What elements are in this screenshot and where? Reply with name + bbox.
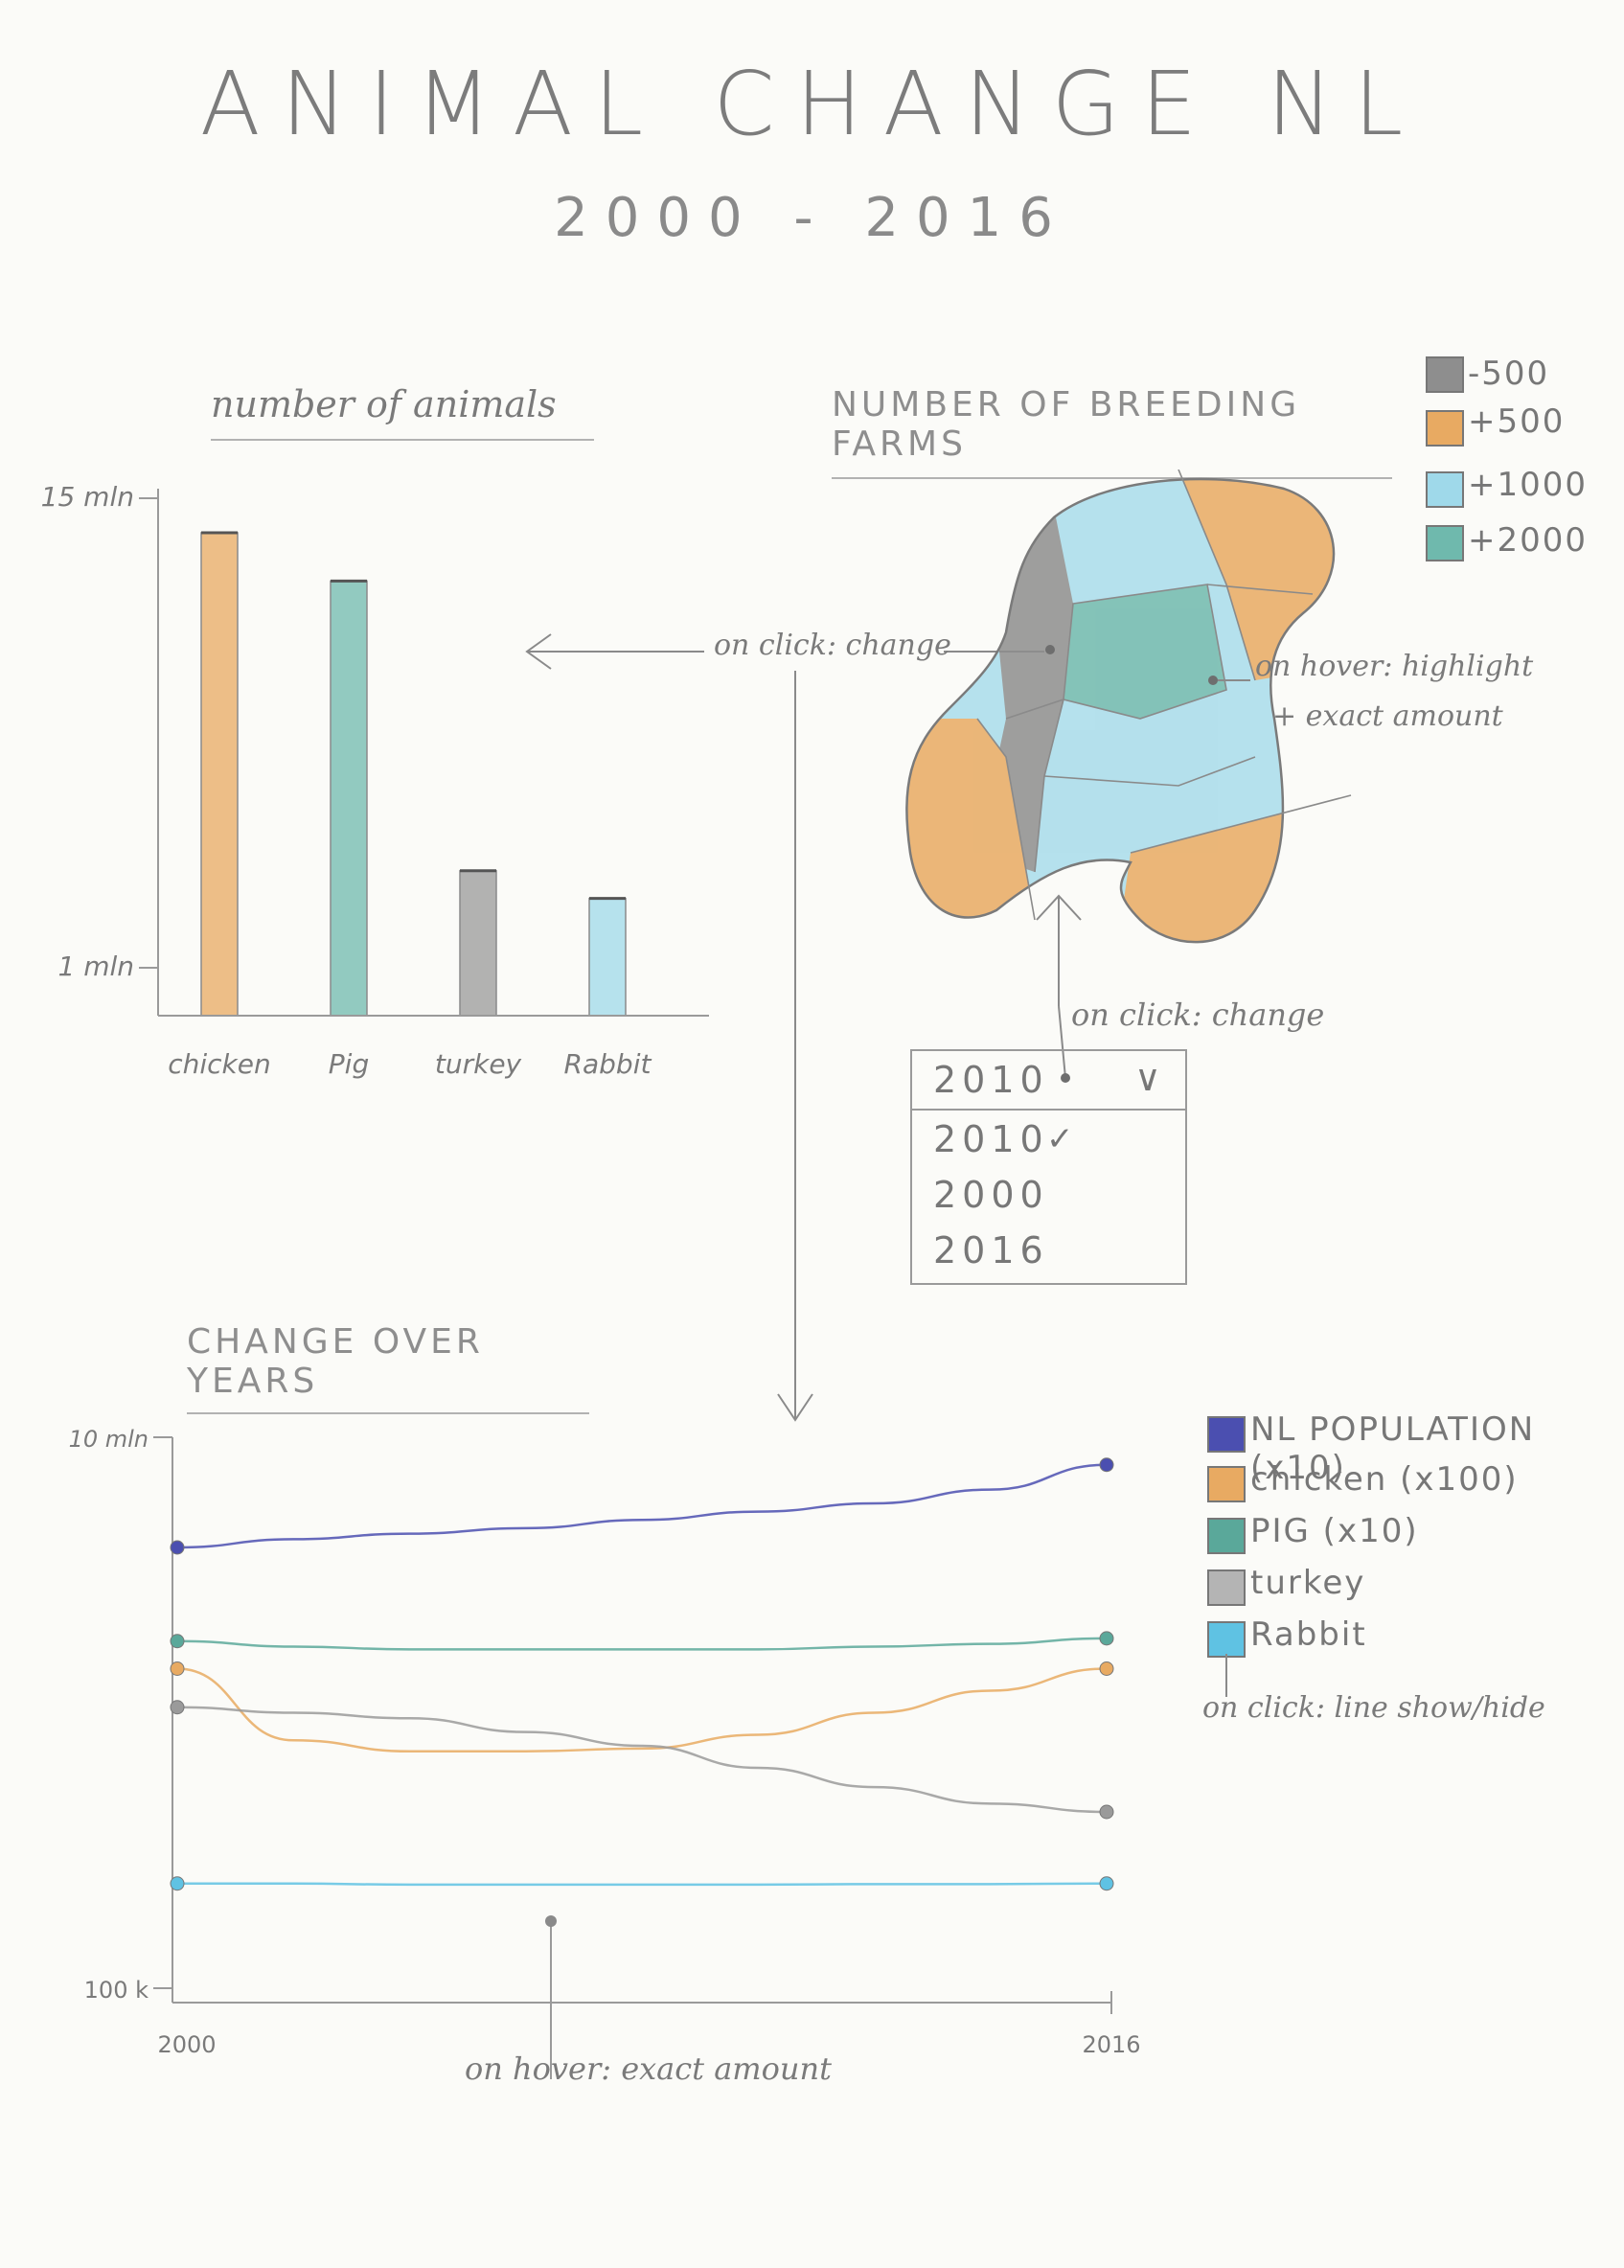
bar-chart: 15 mln 1 mln chicken Pig turkey Rabbit bbox=[41, 481, 709, 1080]
line-legend-label-2[interactable]: PIG (x10) bbox=[1250, 1512, 1419, 1550]
map-legend-label-1: +500 bbox=[1468, 402, 1566, 441]
bar-chicken[interactable] bbox=[200, 532, 239, 1017]
map-region-south-west bbox=[906, 719, 1035, 920]
line-series-0[interactable] bbox=[176, 1463, 1108, 1549]
map-legend-swatch-1[interactable] bbox=[1426, 410, 1464, 447]
page-title: ANIMAL CHANGE NL bbox=[199, 53, 1425, 155]
legend-click-annotation: on click: line show/hide bbox=[1202, 1691, 1545, 1725]
line-series-1[interactable] bbox=[176, 1637, 1108, 1651]
line-point-2-8[interactable] bbox=[1099, 1661, 1114, 1676]
check-icon: ✓ bbox=[1046, 1120, 1074, 1158]
legend-click-connector bbox=[1225, 1654, 1227, 1697]
line-hover-annotation: on hover: exact amount bbox=[465, 2050, 832, 2087]
map-legend-label-2: +1000 bbox=[1468, 466, 1589, 504]
bar-x-label-pig: Pig bbox=[329, 1048, 369, 1080]
page-subtitle: 2000 - 2016 bbox=[554, 187, 1070, 249]
line-legend-swatch-2[interactable] bbox=[1207, 1518, 1246, 1554]
map-legend-swatch-3[interactable] bbox=[1426, 525, 1464, 561]
line-point-1-8[interactable] bbox=[1099, 1631, 1114, 1646]
netherlands-map[interactable] bbox=[891, 470, 1370, 987]
line-point-1-0[interactable] bbox=[170, 1634, 185, 1649]
line-legend-swatch-0[interactable] bbox=[1207, 1416, 1246, 1453]
line-y-tick-top: 10 mln bbox=[69, 1426, 149, 1453]
bar-arrow bbox=[525, 633, 1044, 1422]
line-point-4-0[interactable] bbox=[170, 1876, 185, 1891]
chevron-down-icon: ∨ bbox=[1134, 1057, 1161, 1099]
line-x-tick-end: 2016 bbox=[1082, 2031, 1140, 2058]
dropdown-arrow bbox=[1036, 894, 1082, 1083]
bar-y-tick-bottom: 1 mln bbox=[57, 951, 134, 982]
map-legend-label-3: +2000 bbox=[1468, 521, 1589, 560]
bar-x-label-rabbit: Rabbit bbox=[564, 1048, 652, 1080]
line-legend-swatch-3[interactable] bbox=[1207, 1569, 1246, 1606]
line-legend-swatch-1[interactable] bbox=[1207, 1466, 1246, 1502]
line-point-0-0[interactable] bbox=[170, 1540, 185, 1555]
line-point-3-8[interactable] bbox=[1099, 1804, 1114, 1820]
line-series-2[interactable] bbox=[176, 1667, 1108, 1753]
line-legend-swatch-4[interactable] bbox=[1207, 1621, 1246, 1658]
line-point-4-8[interactable] bbox=[1099, 1876, 1114, 1891]
line-legend-label-0[interactable]: NL POPULATION (x10) bbox=[1250, 1410, 1536, 1487]
line-legend-label-4[interactable]: Rabbit bbox=[1250, 1615, 1367, 1654]
line-y-tick-bottom: 100 k bbox=[84, 1977, 149, 2004]
map-hover-dot bbox=[1208, 676, 1218, 685]
year-option-2016[interactable]: 2016 bbox=[933, 1229, 1049, 1271]
bar-x-label-chicken: chicken bbox=[168, 1048, 271, 1080]
bar-chart-heading: number of animals bbox=[211, 383, 594, 441]
line-chart-heading: CHANGE OVER YEARS bbox=[187, 1322, 589, 1414]
line-x-tick-start: 2000 bbox=[157, 2031, 216, 2058]
dropdown-click-annotation: on click: change bbox=[1071, 997, 1325, 1033]
map-click-dot bbox=[1045, 645, 1055, 654]
map-legend-swatch-2[interactable] bbox=[1426, 471, 1464, 508]
bar-pig[interactable] bbox=[330, 580, 368, 1017]
bar-turkey[interactable] bbox=[459, 870, 497, 1017]
line-legend-label-3[interactable]: turkey bbox=[1250, 1564, 1366, 1602]
year-select-menu: 2010 ✓ 2000 2016 bbox=[910, 1107, 1187, 1285]
line-series-4[interactable] bbox=[177, 1882, 1108, 1887]
line-series-3[interactable] bbox=[176, 1706, 1108, 1814]
year-select-value: 2010 bbox=[933, 1059, 1049, 1101]
map-heading: NUMBER OF BREEDING FARMS bbox=[832, 385, 1392, 479]
bar-y-tick-top: 15 mln bbox=[41, 481, 134, 513]
line-point-0-8[interactable] bbox=[1099, 1457, 1114, 1473]
bar-x-label-turkey: turkey bbox=[435, 1048, 522, 1080]
map-hover-annotation-line2: + exact amount bbox=[1272, 699, 1503, 733]
line-point-2-0[interactable] bbox=[170, 1661, 185, 1676]
bar-click-annotation: on click: change bbox=[714, 629, 951, 662]
map-legend-label-0: -500 bbox=[1468, 355, 1550, 393]
map-region-center bbox=[1064, 584, 1226, 719]
year-option-2000[interactable]: 2000 bbox=[933, 1174, 1049, 1216]
line-point-3-0[interactable] bbox=[170, 1700, 185, 1715]
year-option-2010[interactable]: 2010 bbox=[933, 1118, 1049, 1160]
year-select[interactable]: 2010 ∨ bbox=[910, 1049, 1187, 1111]
map-hover-annotation-line1: on hover: highlight bbox=[1255, 650, 1534, 683]
line-chart: 10 mln 100 k 2000 2016 bbox=[69, 1426, 1141, 2079]
map-legend-swatch-0[interactable] bbox=[1426, 356, 1464, 393]
line-legend-label-1[interactable]: chicken (x100) bbox=[1250, 1460, 1519, 1499]
hover-indicator-dot bbox=[545, 1915, 557, 1927]
